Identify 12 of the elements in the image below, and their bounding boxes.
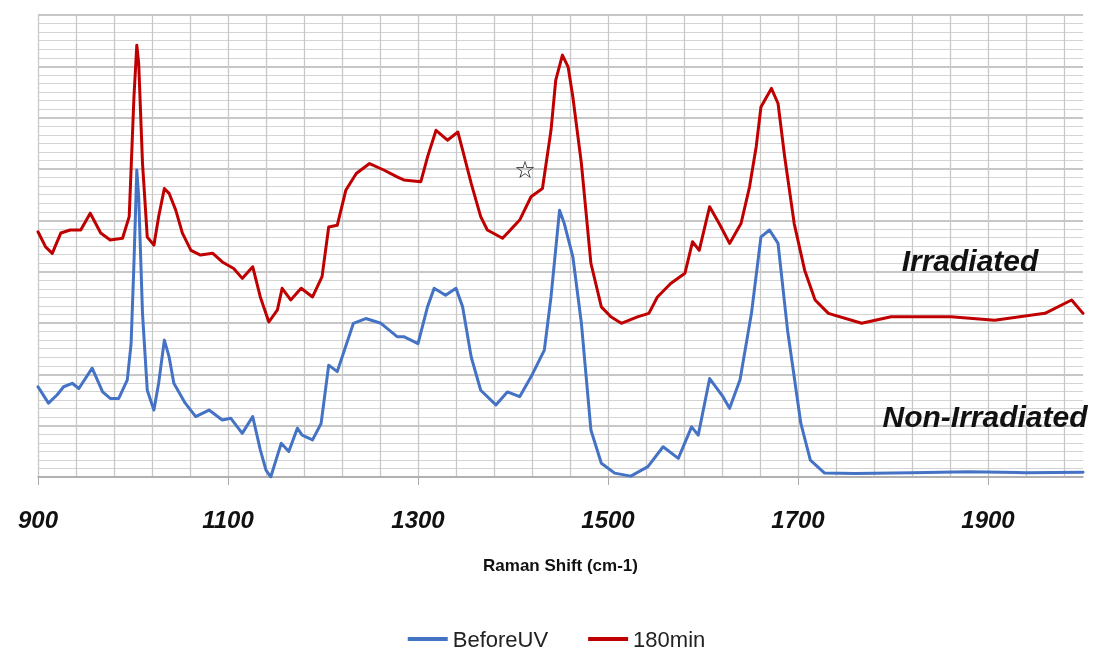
x-tick-label: 1900 [961,505,1016,533]
legend-label: 180min [633,626,706,652]
x-tick-label: 1100 [202,505,255,533]
annotation: ☆ [514,156,536,184]
annotation: Non-Irradiated [882,399,1089,433]
x-tick-label: 900 [17,505,59,533]
x-tick-label: 1500 [581,505,636,533]
x-tick-label: 1700 [771,505,826,533]
annotation: Irradiated [901,243,1040,277]
legend-label: BeforeUV [452,626,549,652]
x-axis-title: Raman Shift (cm-1) [483,556,638,575]
x-tick-label: 1300 [391,505,446,533]
